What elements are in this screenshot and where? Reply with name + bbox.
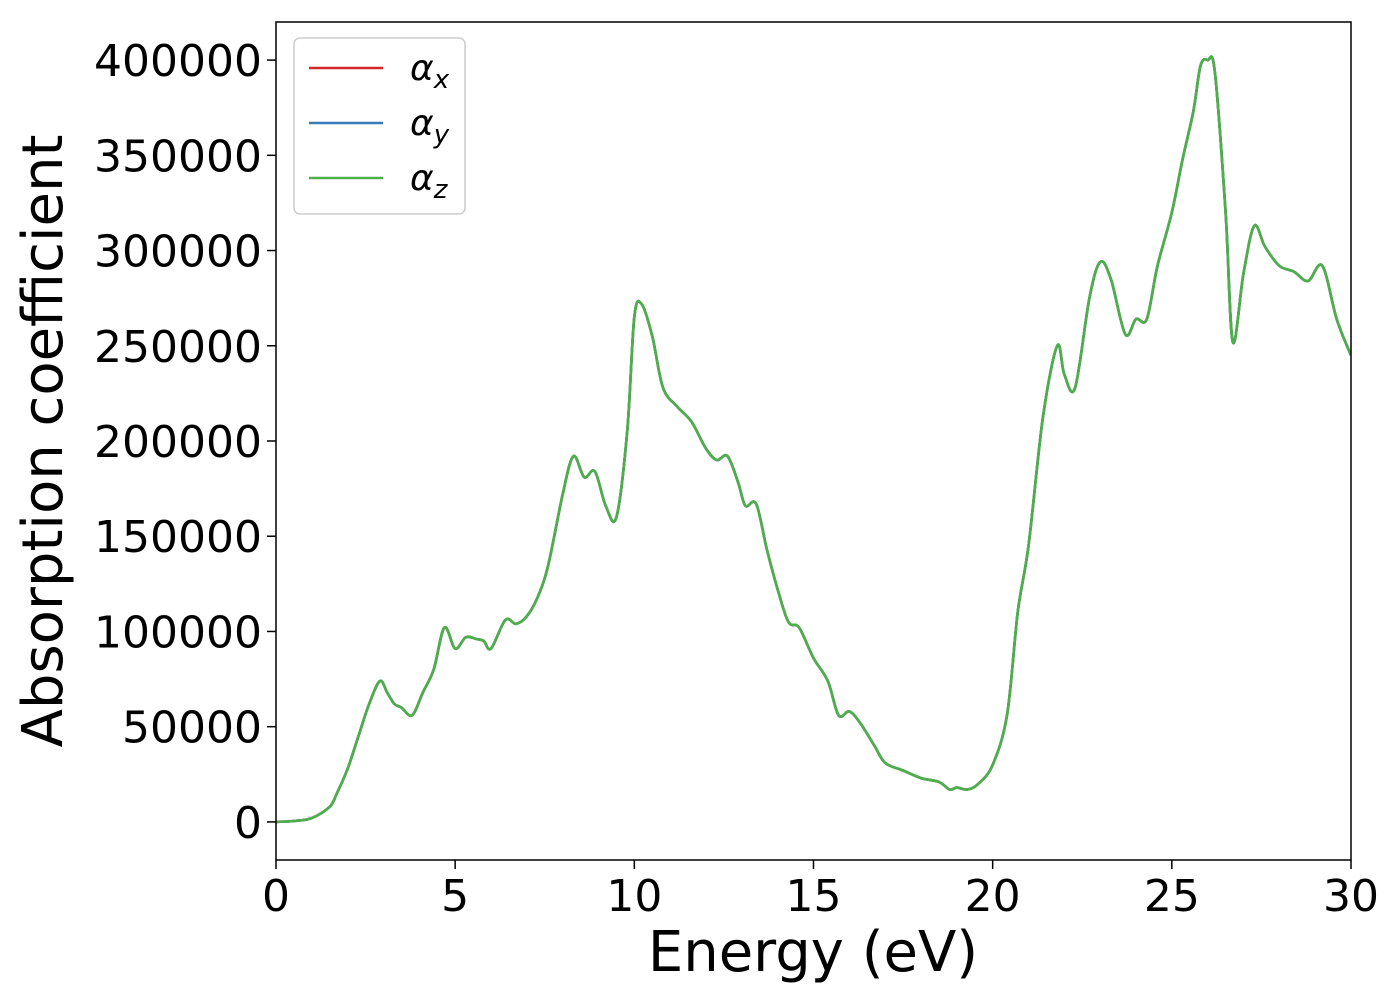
y-tick-label: 150000: [94, 512, 262, 563]
y-tick-label: 100000: [94, 607, 262, 658]
x-axis-title: Energy (eV): [648, 920, 978, 985]
x-tick-label: 0: [262, 871, 290, 922]
y-tick-label: 0: [234, 798, 262, 849]
y-axis-ticks: 0 50000 100000 150000 200000 250000 300000 3500…: [94, 36, 276, 849]
y-tick-label: 350000: [94, 131, 262, 182]
x-tick-label: 25: [1144, 871, 1200, 922]
x-tick-label: 5: [441, 871, 469, 922]
x-tick-label: 20: [965, 871, 1021, 922]
legend-label: αz: [410, 158, 449, 205]
x-tick-label: 30: [1323, 871, 1379, 922]
y-tick-label: 250000: [94, 322, 262, 373]
series-line-alpha-z: [276, 55, 1351, 824]
plot-lines: [276, 55, 1351, 824]
legend: αx αy αz: [293, 37, 466, 215]
x-tick-label: 10: [606, 871, 662, 922]
legend-box: [293, 37, 466, 215]
y-tick-label: 200000: [94, 417, 262, 468]
y-tick-label: 50000: [122, 703, 262, 754]
legend-label: αy: [410, 103, 450, 150]
y-tick-label: 300000: [94, 227, 262, 278]
x-axis-ticks: 0 5 10 15 20 25 30: [262, 860, 1379, 922]
y-tick-label: 400000: [94, 36, 262, 87]
x-tick-label: 15: [786, 871, 842, 922]
y-axis-title: Absorption coefficient: [11, 135, 76, 748]
legend-label: αx: [410, 48, 450, 95]
